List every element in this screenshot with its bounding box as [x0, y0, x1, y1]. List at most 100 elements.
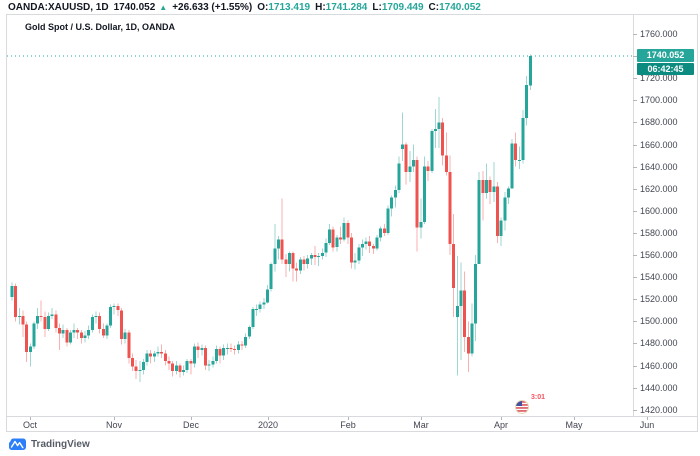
candle[interactable]	[422, 156, 426, 225]
candle[interactable]	[149, 350, 153, 364]
candle[interactable]	[360, 239, 364, 257]
candle[interactable]	[138, 361, 142, 383]
candle[interactable]	[240, 341, 244, 350]
candle[interactable]	[120, 308, 123, 345]
candle[interactable]	[36, 308, 40, 329]
candle[interactable]	[408, 151, 412, 183]
candle[interactable]	[236, 341, 240, 354]
candle[interactable]	[54, 310, 58, 333]
candle[interactable]	[68, 330, 72, 345]
candle[interactable]	[415, 156, 419, 252]
candle[interactable]	[463, 271, 467, 353]
candle[interactable]	[521, 110, 525, 164]
candle[interactable]	[247, 325, 251, 339]
candle[interactable]	[116, 303, 120, 316]
economic-event-marker[interactable]: 3:01	[515, 394, 557, 416]
candle[interactable]	[163, 350, 167, 366]
candle[interactable]	[185, 358, 189, 374]
candle[interactable]	[364, 237, 368, 250]
candle[interactable]	[306, 255, 310, 269]
candlestick-chart[interactable]	[7, 15, 633, 416]
candle[interactable]	[386, 205, 390, 236]
candle[interactable]	[506, 186, 510, 205]
candle[interactable]	[379, 226, 383, 242]
candle[interactable]	[419, 198, 423, 239]
candle[interactable]	[353, 252, 357, 270]
candle[interactable]	[255, 304, 258, 316]
candle[interactable]	[17, 308, 21, 325]
candle[interactable]	[193, 343, 196, 368]
candle[interactable]	[503, 192, 507, 231]
candle[interactable]	[291, 251, 295, 282]
candle[interactable]	[262, 298, 266, 310]
candle[interactable]	[266, 284, 269, 304]
candle[interactable]	[397, 156, 401, 194]
candle[interactable]	[525, 76, 529, 126]
candle[interactable]	[349, 232, 353, 269]
candle[interactable]	[178, 363, 182, 378]
candle[interactable]	[335, 235, 339, 252]
candle[interactable]	[495, 182, 499, 243]
candle[interactable]	[83, 331, 87, 343]
candle[interactable]	[339, 226, 342, 244]
candle[interactable]	[131, 353, 134, 371]
candle[interactable]	[174, 361, 178, 375]
candle[interactable]	[280, 198, 284, 264]
candle[interactable]	[368, 236, 372, 253]
candle[interactable]	[382, 224, 386, 237]
candle[interactable]	[295, 262, 299, 282]
candle[interactable]	[499, 217, 503, 247]
candle[interactable]	[76, 327, 80, 339]
candle[interactable]	[455, 256, 459, 376]
candle[interactable]	[109, 304, 112, 328]
candle[interactable]	[412, 144, 415, 173]
candle[interactable]	[517, 146, 521, 169]
candle[interactable]	[331, 226, 335, 252]
candle[interactable]	[218, 346, 222, 364]
candle[interactable]	[426, 161, 430, 181]
candle[interactable]	[269, 262, 273, 292]
candle[interactable]	[189, 358, 193, 375]
candle[interactable]	[404, 142, 408, 185]
candle[interactable]	[510, 139, 514, 189]
candle[interactable]	[182, 365, 185, 376]
candle[interactable]	[207, 360, 211, 371]
candle[interactable]	[477, 172, 481, 264]
candle[interactable]	[222, 344, 226, 361]
candle[interactable]	[251, 306, 255, 329]
candle[interactable]	[244, 333, 248, 348]
candle[interactable]	[145, 350, 149, 366]
candle[interactable]	[309, 252, 313, 265]
candle[interactable]	[141, 358, 145, 375]
candle[interactable]	[229, 343, 233, 353]
candle[interactable]	[390, 195, 394, 217]
candle[interactable]	[233, 345, 237, 355]
candle[interactable]	[94, 311, 98, 324]
candle[interactable]	[87, 325, 91, 339]
candle[interactable]	[485, 163, 488, 199]
candle[interactable]	[32, 321, 36, 349]
candle[interactable]	[101, 323, 105, 338]
candle[interactable]	[393, 185, 397, 208]
candle[interactable]	[167, 356, 171, 370]
candle[interactable]	[43, 311, 47, 337]
candle[interactable]	[474, 255, 478, 342]
candle[interactable]	[328, 224, 332, 246]
price-scale[interactable]: 1760.0001740.0001720.0001700.0001680.000…	[633, 15, 697, 416]
candle[interactable]	[437, 97, 441, 148]
candle[interactable]	[313, 246, 317, 265]
candle[interactable]	[357, 244, 361, 264]
candle[interactable]	[25, 321, 29, 363]
candle[interactable]	[79, 330, 83, 344]
candle[interactable]	[342, 217, 346, 242]
candle[interactable]	[225, 343, 229, 355]
candle[interactable]	[466, 321, 470, 373]
candle[interactable]	[47, 312, 50, 332]
candle[interactable]	[401, 112, 405, 162]
time-scale[interactable]: Oct Nov Dec 2020 Feb Mar Apr May Jun	[7, 417, 697, 433]
candle[interactable]	[90, 314, 94, 333]
candle[interactable]	[470, 303, 474, 357]
candle[interactable]	[273, 224, 277, 272]
candle[interactable]	[488, 176, 492, 205]
candle[interactable]	[203, 345, 207, 370]
